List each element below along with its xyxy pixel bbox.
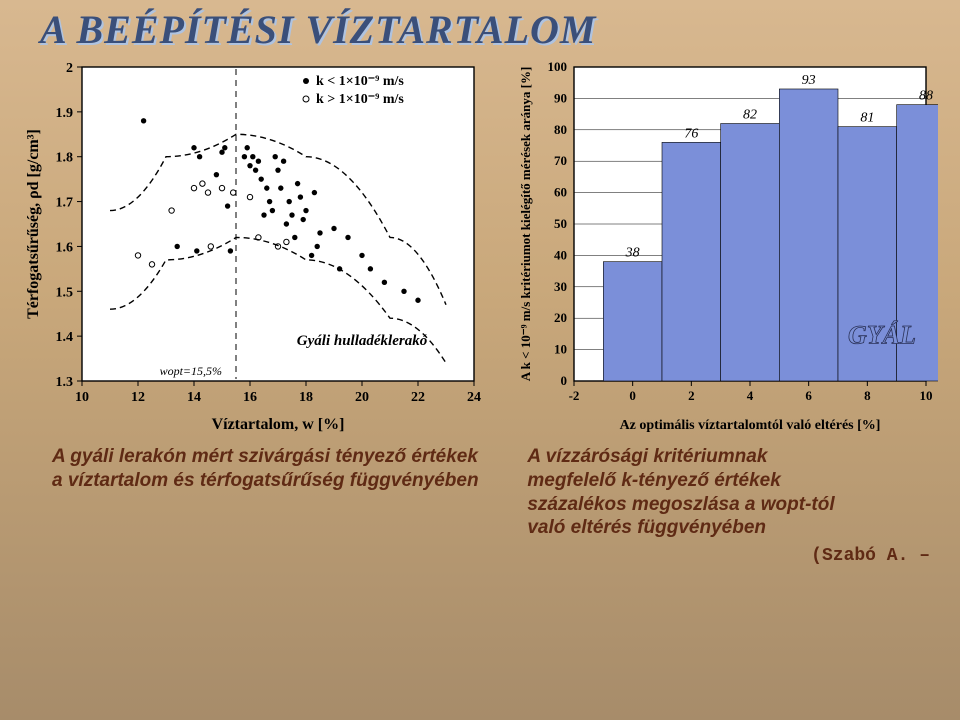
svg-text:1.5: 1.5: [56, 285, 74, 300]
svg-text:0: 0: [561, 373, 568, 388]
svg-text:0: 0: [629, 388, 636, 403]
svg-text:38: 38: [625, 246, 640, 261]
svg-text:k < 1×10⁻⁹ m/s: k < 1×10⁻⁹ m/s: [316, 74, 404, 89]
caption-right: A vízzárósági kritériumnak megfelelő k-t…: [523, 437, 942, 540]
svg-text:Az optimális víztartalomtól va: Az optimális víztartalomtól való eltérés…: [620, 418, 881, 433]
credit: (Szabó A. –: [0, 540, 960, 566]
svg-text:4: 4: [747, 388, 754, 403]
caption-right-line: megfelelő k-tényező értékek: [527, 469, 922, 493]
svg-text:70: 70: [554, 153, 567, 168]
bar-panel: 0102030405060708090100-20246810387682938…: [508, 55, 938, 435]
page-title: A BEÉPÍTÉSI VÍZTARTALOM: [0, 0, 960, 53]
svg-text:93: 93: [802, 73, 816, 88]
svg-text:82: 82: [743, 108, 757, 123]
svg-text:88: 88: [919, 89, 933, 104]
svg-text:30: 30: [554, 279, 567, 294]
svg-text:10: 10: [554, 342, 567, 357]
svg-text:90: 90: [554, 90, 567, 105]
svg-text:80: 80: [554, 122, 567, 137]
svg-text:22: 22: [411, 390, 425, 405]
svg-text:1.6: 1.6: [56, 240, 74, 255]
svg-text:1.7: 1.7: [56, 196, 74, 211]
svg-text:Víztartalom, w [%]: Víztartalom, w [%]: [212, 416, 345, 433]
svg-text:-2: -2: [569, 388, 580, 403]
svg-text:18: 18: [299, 390, 313, 405]
scatter-panel: 10 12 14 16 18 20 22 24 1.3 1.4 1.5 1.6 1.7 1.8 1.9 2 Ví…: [18, 55, 488, 435]
svg-text:2: 2: [688, 388, 695, 403]
svg-text:20: 20: [355, 390, 369, 405]
svg-text:A k < 10⁻⁹ m/s kritériumot kie: A k < 10⁻⁹ m/s kritériumot kielégítő mér…: [518, 67, 533, 382]
svg-text:GYÁL: GYÁL: [848, 320, 916, 349]
svg-text:10: 10: [75, 390, 89, 405]
caption-right-line: százalékos megoszlása a wopt-tól: [527, 493, 922, 517]
caption-right-line: való eltérés függvényében: [527, 516, 922, 540]
svg-text:Gyáli hulladéklerakó: Gyáli hulladéklerakó: [297, 333, 427, 349]
svg-text:16: 16: [243, 390, 257, 405]
scatter-chart: 10 12 14 16 18 20 22 24 1.3 1.4 1.5 1.6 1.7 1.8 1.9 2 Ví…: [18, 55, 488, 435]
caption-left: A gyáli lerakón mért szivárgási tényező …: [18, 437, 503, 540]
bar-chart: 0102030405060708090100-20246810387682938…: [508, 55, 938, 435]
svg-text:76: 76: [684, 126, 698, 141]
svg-text:50: 50: [554, 216, 567, 231]
svg-text:1.4: 1.4: [56, 330, 74, 345]
svg-text:Térfogatsűrűség, ρd [g/cm³]: Térfogatsűrűség, ρd [g/cm³]: [25, 129, 42, 319]
svg-text:24: 24: [467, 390, 481, 405]
svg-text:100: 100: [548, 59, 568, 74]
svg-text:12: 12: [131, 390, 145, 405]
svg-text:wopt=15,5%: wopt=15,5%: [160, 364, 222, 378]
svg-text:81: 81: [860, 111, 874, 126]
svg-text:1.3: 1.3: [56, 375, 74, 390]
svg-text:60: 60: [554, 185, 567, 200]
svg-text:k > 1×10⁻⁹ m/s: k > 1×10⁻⁹ m/s: [316, 92, 404, 107]
caption-right-line: A vízzárósági kritériumnak: [527, 445, 922, 469]
svg-text:8: 8: [864, 388, 871, 403]
svg-text:10: 10: [920, 388, 933, 403]
svg-text:1.9: 1.9: [56, 106, 74, 121]
svg-text:2: 2: [66, 61, 73, 76]
svg-text:40: 40: [554, 247, 567, 262]
svg-text:1.8: 1.8: [56, 151, 74, 166]
svg-text:14: 14: [187, 390, 201, 405]
svg-text:6: 6: [805, 388, 812, 403]
svg-text:20: 20: [554, 310, 567, 325]
